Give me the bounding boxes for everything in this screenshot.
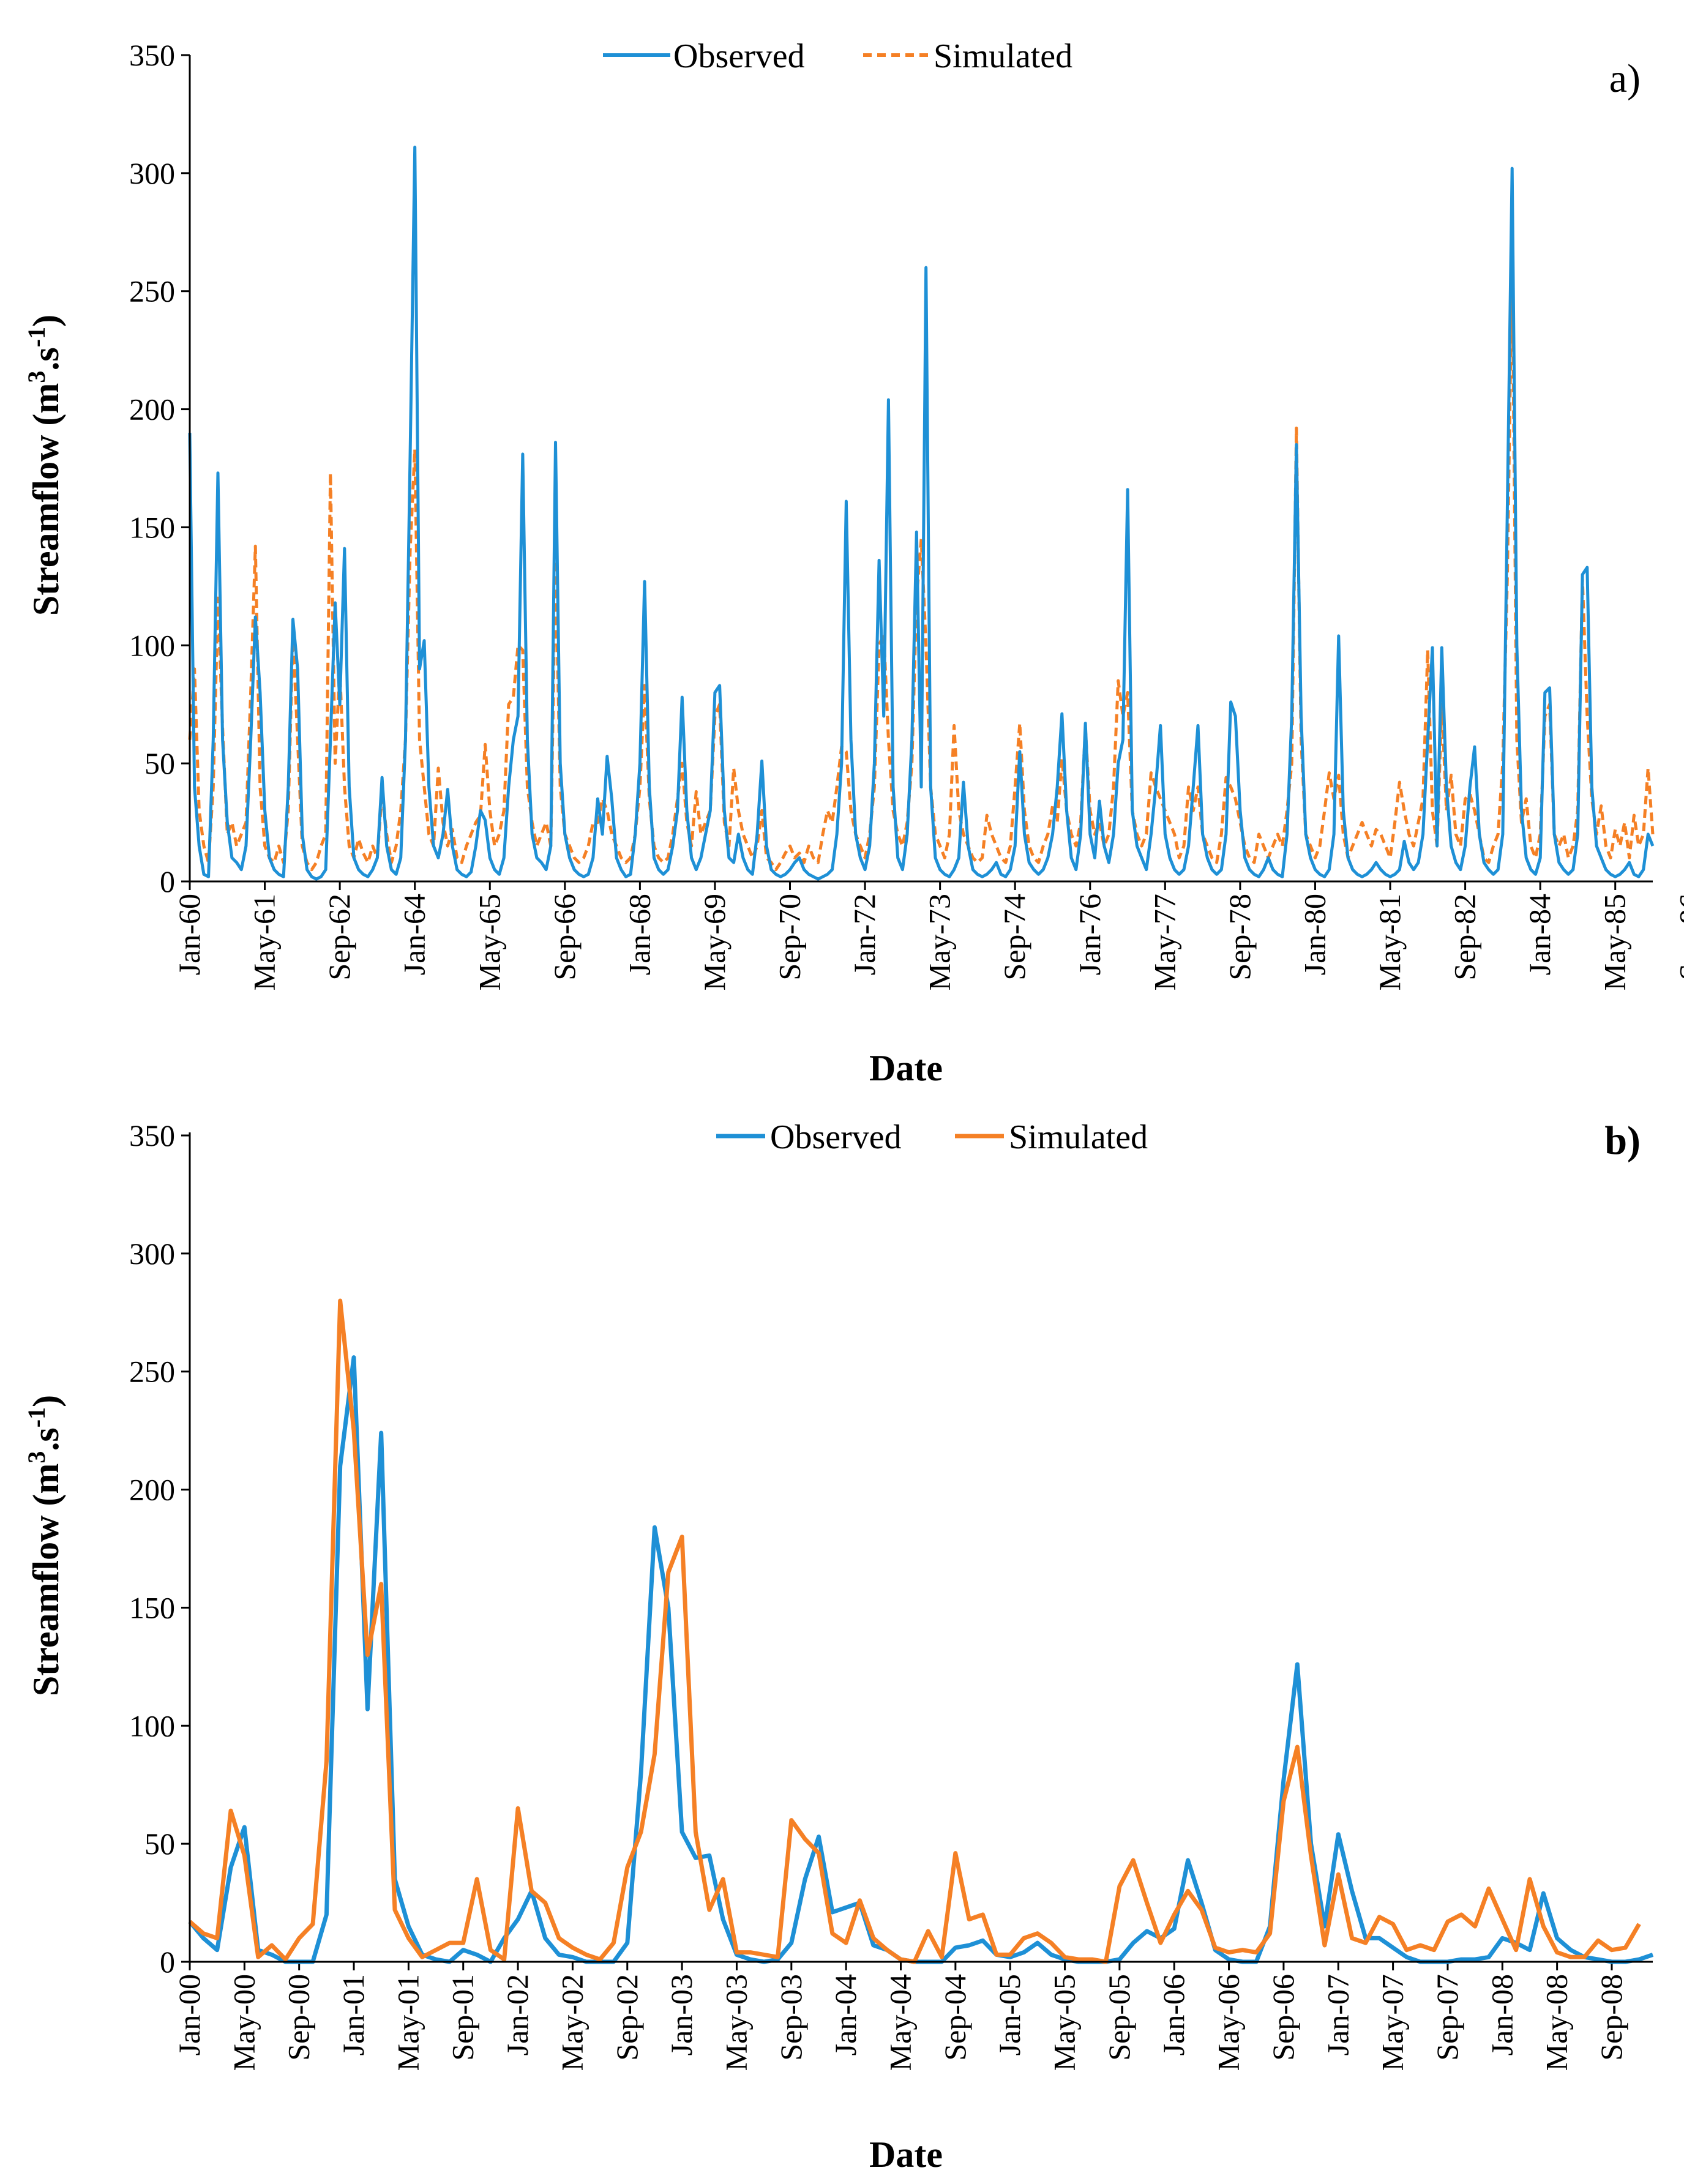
y-tick-label: 200	[129, 1473, 175, 1507]
legend-observed-label-a: Observed	[673, 37, 805, 75]
x-tick-label: Sep-62	[322, 894, 356, 981]
x-tick-label: Jan-60	[172, 894, 206, 975]
y-tick-label: 150	[129, 510, 175, 544]
series-line-simulated	[188, 1298, 1641, 1964]
x-tick-label: Jan-05	[992, 1974, 1027, 2055]
x-tick-label: May-08	[1540, 1974, 1574, 2071]
x-tick-label: Jan-03	[664, 1974, 698, 2055]
x-tick-label: Sep-00	[282, 1974, 316, 2061]
panel-b-x-ticks: Jan-00 May-00 Sep-00 Jan-01 May-01 Sep-01 Jan-…	[172, 1962, 1628, 2071]
x-tick-label: Sep-07	[1430, 1974, 1464, 2061]
x-tick-label: Sep-04	[938, 1974, 972, 2061]
y-tick-label: 0	[160, 1945, 175, 1979]
y-tick-label: 150	[129, 1590, 175, 1625]
x-tick-label: Jan-68	[622, 894, 656, 975]
series-line-observed	[188, 1355, 1654, 1964]
x-tick-label: May-04	[883, 1974, 917, 2071]
legend-observed-label-b: Observed	[770, 1118, 902, 1156]
x-tick-label: Sep-70	[773, 894, 807, 981]
x-tick-label: May-05	[1047, 1974, 1082, 2071]
x-tick-label: May-81	[1372, 894, 1407, 990]
y-tick-label: 350	[129, 1118, 175, 1153]
x-tick-label: Jan-80	[1297, 894, 1331, 975]
x-tick-label: Sep-03	[774, 1974, 808, 2061]
x-tick-label: May-65	[472, 894, 506, 990]
x-tick-label: Jan-64	[397, 894, 432, 975]
x-tick-label: Sep-74	[997, 894, 1031, 981]
legend-simulated-label-b: Simulated	[1009, 1118, 1148, 1156]
y-tick-label: 200	[129, 392, 175, 427]
x-tick-label: Jan-07	[1320, 1974, 1355, 2055]
panel-a-label: a)	[1609, 56, 1641, 101]
x-tick-label: Jan-76	[1072, 894, 1107, 975]
panel-a-y-ticks: 0 50 100 150 200 250 300 350	[129, 38, 190, 899]
x-tick-label: Jan-08	[1484, 1974, 1519, 2055]
x-tick-label: May-03	[719, 1974, 753, 2071]
chart-panel-b: b) Streamflow (m3.s-1) Date Observed Sim…	[23, 1118, 1654, 2175]
x-tick-label: Sep-66	[547, 894, 582, 981]
x-tick-label: May-01	[391, 1974, 425, 2071]
x-tick-label: May-00	[226, 1974, 261, 2071]
x-tick-label: Jan-01	[336, 1974, 370, 2055]
panel-a-legend: Observed Simulated	[603, 37, 1072, 75]
x-tick-label: Jan-04	[828, 1974, 863, 2055]
x-tick-label: May-61	[247, 894, 282, 990]
x-tick-label: May-69	[697, 894, 732, 990]
series-line-observed	[188, 145, 1655, 881]
y-tick-label: 350	[129, 38, 175, 72]
panel-b-y-ticks: 0 50 100 150 200 250 300 350	[129, 1118, 190, 1979]
x-tick-label: May-06	[1211, 1974, 1246, 2071]
x-tick-label: May-02	[555, 1974, 589, 2071]
panel-a-x-ticks: Jan-60 May-61 Sep-62 Jan-64 May-65 Sep-66 Jan-…	[172, 881, 1684, 990]
y-tick-label: 300	[129, 1236, 175, 1271]
chart-panel-a: a) Streamflow (m3.s-1) Date Observed Sim…	[23, 37, 1684, 1088]
y-tick-label: 250	[129, 274, 175, 309]
panel-b-legend: Observed Simulated	[716, 1118, 1148, 1156]
x-tick-label: Sep-05	[1102, 1974, 1136, 2061]
panel-a-y-axis-title: Streamflow (m3.s-1)	[23, 315, 66, 616]
y-tick-label: 50	[144, 746, 175, 780]
x-tick-label: Sep-78	[1222, 894, 1257, 981]
x-tick-label: May-77	[1147, 894, 1181, 990]
panel-a-x-axis-title: Date	[869, 1048, 943, 1088]
x-tick-label: Jan-02	[500, 1974, 534, 2055]
legend-simulated-label-a: Simulated	[934, 37, 1072, 75]
x-tick-label: Jan-06	[1156, 1974, 1191, 2055]
x-tick-label: Sep-08	[1594, 1974, 1628, 2061]
panel-b-label: b)	[1604, 1118, 1641, 1163]
x-tick-label: Jan-72	[847, 894, 881, 975]
x-tick-label: Sep-06	[1266, 1974, 1300, 2061]
y-tick-label: 100	[129, 1708, 175, 1743]
y-tick-label: 300	[129, 156, 175, 190]
x-tick-label: May-07	[1375, 1974, 1410, 2071]
x-tick-label: Jan-00	[172, 1974, 206, 2055]
x-tick-label: Sep-02	[610, 1974, 644, 2061]
y-tick-label: 0	[160, 864, 175, 899]
panel-a-series	[188, 145, 1655, 881]
panel-b-y-axis-title: Streamflow (m3.s-1)	[23, 1395, 66, 1696]
y-tick-label: 50	[144, 1827, 175, 1861]
panel-b-series	[188, 1298, 1654, 1964]
x-tick-label: May-85	[1598, 894, 1632, 990]
x-tick-label: May-73	[922, 894, 957, 990]
x-tick-label: Jan-84	[1522, 894, 1557, 975]
panel-b-x-axis-title: Date	[869, 2134, 943, 2175]
x-tick-label: Sep-86	[1672, 894, 1684, 981]
y-tick-label: 250	[129, 1355, 175, 1389]
x-tick-label: Sep-82	[1448, 894, 1482, 981]
y-tick-label: 100	[129, 628, 175, 662]
x-tick-label: Sep-01	[446, 1974, 480, 2061]
